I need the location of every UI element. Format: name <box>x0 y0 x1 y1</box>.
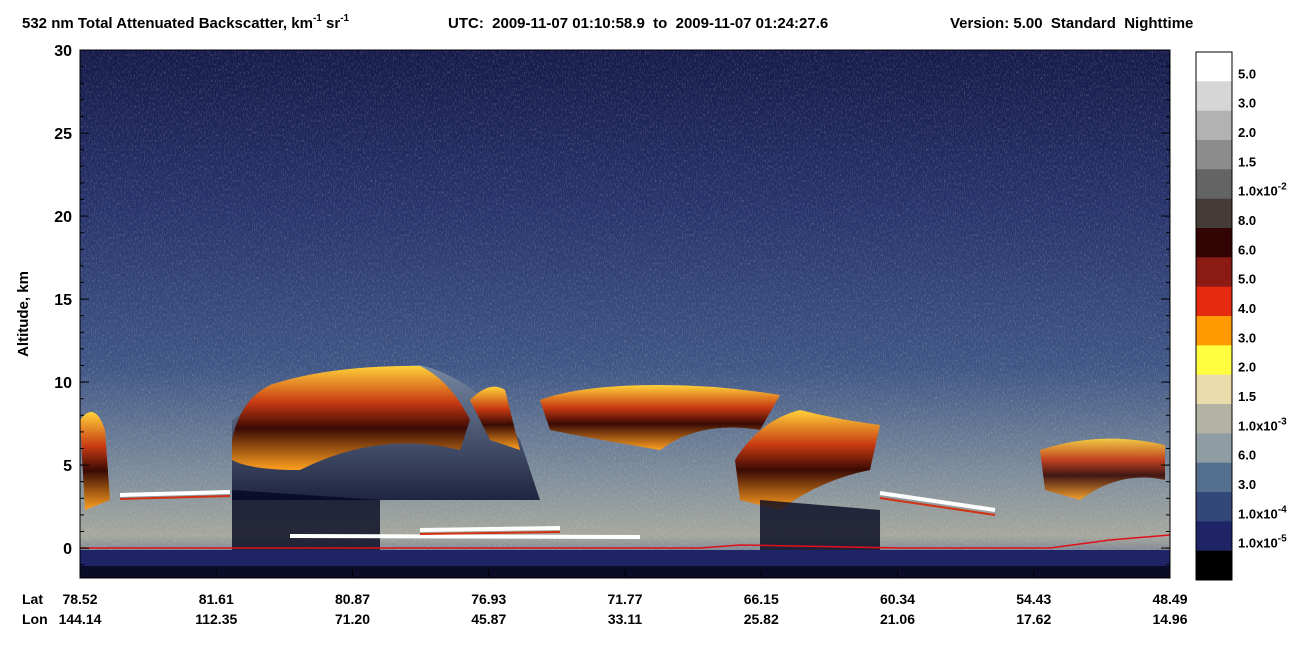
colorbar-label-text: 5.0 <box>1238 66 1256 81</box>
colorbar-label-text: 3.0 <box>1238 477 1256 492</box>
colorbar-label: 5.0 <box>1238 272 1256 287</box>
colorbar: 5.03.02.01.51.0x10-28.06.05.04.03.02.01.… <box>1196 52 1287 581</box>
x-tick-label: 78.52 <box>62 591 97 607</box>
title-sup: -1 <box>340 13 349 24</box>
colorbar-label: 6.0 <box>1238 242 1256 257</box>
colorbar-swatch <box>1196 81 1232 112</box>
colorbar-label-exponent: -5 <box>1278 534 1287 545</box>
colorbar-label: 1.0x10-5 <box>1238 534 1287 551</box>
title-part: 532 nm Total Attenuated Backscatter, km <box>22 15 313 32</box>
colorbar-label: 1.0x10-4 <box>1238 504 1287 521</box>
colorbar-swatch <box>1196 286 1232 317</box>
x-tick-label: 25.82 <box>744 611 779 627</box>
y-tick-label: 10 <box>54 375 72 392</box>
x-tick-label: 14.96 <box>1152 611 1187 627</box>
colorbar-label: 3.0 <box>1238 477 1256 492</box>
colorbar-label: 1.0x10-2 <box>1238 182 1287 199</box>
x-tick-label: 17.62 <box>1016 611 1051 627</box>
x-tick-label: 54.43 <box>1016 591 1051 607</box>
x-row-label: Lat <box>22 591 43 607</box>
colorbar-label-text: 1.5 <box>1238 389 1256 404</box>
y-axis-label: Altitude, km <box>15 271 32 357</box>
colorbar-swatch <box>1196 462 1232 493</box>
colorbar-swatch <box>1196 169 1232 200</box>
colorbar-label: 5.0 <box>1238 66 1256 81</box>
y-tick-label: 30 <box>54 43 72 60</box>
y-tick-label: 15 <box>54 292 72 309</box>
colorbar-label-text: 1.0x10 <box>1238 418 1278 433</box>
colorbar-swatch <box>1196 257 1232 288</box>
y-tick-label: 5 <box>63 458 72 475</box>
colorbar-label-text: 6.0 <box>1238 448 1256 463</box>
colorbar-swatch <box>1196 492 1232 522</box>
colorbar-swatch <box>1196 198 1232 229</box>
x-tick-label: 81.61 <box>199 591 234 607</box>
colorbar-label-exponent: -2 <box>1278 182 1287 193</box>
y-tick-label: 20 <box>54 209 72 226</box>
x-tick-label: 21.06 <box>880 611 915 627</box>
colorbar-label-text: 1.0x10 <box>1238 506 1278 521</box>
colorbar-label: 1.5 <box>1238 389 1256 404</box>
colorbar-label: 1.5 <box>1238 154 1256 169</box>
y-tick-label: 25 <box>54 126 72 143</box>
colorbar-label-text: 1.0x10 <box>1238 184 1278 199</box>
colorbar-label-text: 5.0 <box>1238 272 1256 287</box>
version: Version: 5.00 Standard Nighttime <box>950 15 1193 32</box>
colorbar-label-text: 4.0 <box>1238 301 1256 316</box>
title-part: sr <box>322 15 341 32</box>
colorbar-frame <box>1195 51 1233 581</box>
colorbar-swatch <box>1196 110 1232 141</box>
colorbar-swatch <box>1196 433 1232 464</box>
colorbar-label-text: 3.0 <box>1238 96 1256 111</box>
colorbar-label-text: 1.5 <box>1238 154 1256 169</box>
colorbar-label: 2.0 <box>1238 360 1256 375</box>
colorbar-swatch <box>1196 316 1232 346</box>
colorbar-label-exponent: -3 <box>1278 416 1287 427</box>
x-tick-label: 71.77 <box>607 591 642 607</box>
colorbar-swatch <box>1196 521 1232 552</box>
x-tick-label: 71.20 <box>335 611 370 627</box>
colorbar-label-exponent: -4 <box>1278 504 1287 515</box>
x-tick-label: 112.35 <box>195 611 237 627</box>
colorbar-label-text: 1.0x10 <box>1238 536 1278 551</box>
colorbar-label: 3.0 <box>1238 96 1256 111</box>
x-tick-label: 66.15 <box>744 591 779 607</box>
colorbar-label-text: 2.0 <box>1238 125 1256 140</box>
colorbar-swatch <box>1196 550 1232 581</box>
x-tick-label: 144.14 <box>59 611 102 627</box>
colorbar-label: 6.0 <box>1238 448 1256 463</box>
curtain-image <box>80 50 1170 578</box>
colorbar-label: 8.0 <box>1238 213 1256 228</box>
x-tick-label: 45.87 <box>471 611 506 627</box>
colorbar-swatch <box>1196 140 1232 170</box>
colorbar-swatch <box>1196 374 1232 405</box>
colorbar-swatch <box>1196 345 1232 376</box>
title-sup: -1 <box>313 13 322 24</box>
colorbar-swatch <box>1196 404 1232 434</box>
colorbar-swatch <box>1196 52 1232 82</box>
colorbar-label-text: 3.0 <box>1238 330 1256 345</box>
x-row-label: Lon <box>22 611 48 627</box>
x-tick-label: 48.49 <box>1152 591 1187 607</box>
x-tick-label: 76.93 <box>471 591 506 607</box>
colorbar-label: 1.0x10-3 <box>1238 416 1287 433</box>
x-tick-label: 60.34 <box>880 591 915 607</box>
colorbar-label-text: 8.0 <box>1238 213 1256 228</box>
x-tick-label: 33.11 <box>608 611 642 627</box>
colorbar-label: 3.0 <box>1238 330 1256 345</box>
colorbar-label: 4.0 <box>1238 301 1256 316</box>
x-tick-label: 80.87 <box>335 591 370 607</box>
y-tick-label: 0 <box>63 541 72 558</box>
colorbar-label-text: 6.0 <box>1238 242 1256 257</box>
colorbar-label: 2.0 <box>1238 125 1256 140</box>
colorbar-label-text: 2.0 <box>1238 360 1256 375</box>
chart-title: 532 nm Total Attenuated Backscatter, km-… <box>22 13 350 32</box>
utc-range: UTC: 2009-11-07 01:10:58.9 to 2009-11-07… <box>448 15 828 32</box>
colorbar-swatch <box>1196 228 1232 258</box>
